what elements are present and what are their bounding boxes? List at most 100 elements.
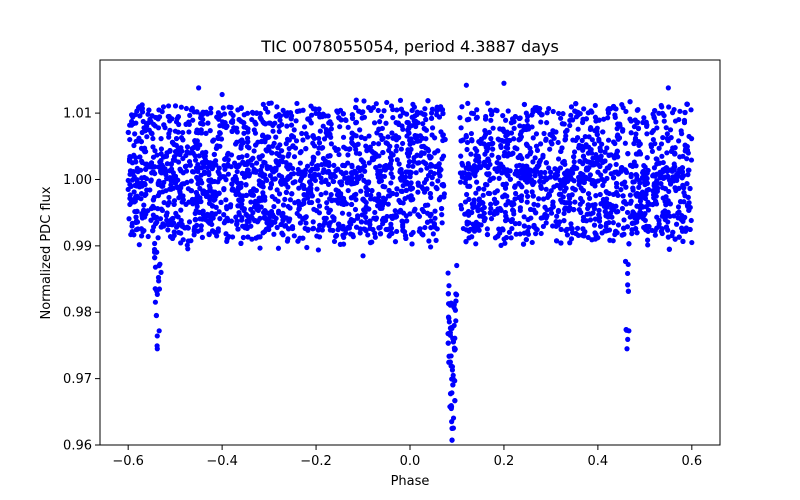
data-point (349, 140, 356, 147)
data-point (154, 249, 160, 255)
data-point (445, 301, 452, 307)
data-point (419, 135, 426, 141)
data-point (477, 213, 483, 219)
data-point (679, 165, 686, 171)
data-point (131, 189, 137, 195)
data-point (658, 181, 664, 187)
data-point (538, 119, 544, 125)
data-point (625, 282, 631, 288)
data-point (677, 199, 684, 205)
data-point (249, 236, 255, 242)
data-point (558, 148, 564, 155)
data-point (331, 217, 337, 223)
data-point (410, 163, 416, 169)
data-point (615, 208, 621, 215)
data-point (210, 215, 216, 221)
data-point (320, 145, 326, 151)
data-point (438, 205, 445, 212)
data-point (654, 178, 660, 184)
data-point (288, 171, 294, 177)
data-point (303, 220, 309, 226)
data-point (267, 173, 273, 179)
data-point (667, 127, 674, 133)
data-point (636, 184, 642, 190)
data-point (262, 160, 268, 166)
data-point (264, 165, 270, 172)
data-point (171, 201, 177, 207)
data-point (180, 137, 186, 143)
data-point (229, 187, 235, 193)
data-point (153, 312, 159, 319)
data-point (543, 137, 549, 143)
data-point (179, 199, 185, 205)
data-point (574, 135, 581, 141)
data-point (272, 196, 278, 202)
data-point (175, 151, 181, 157)
data-point (561, 210, 567, 217)
data-point (458, 153, 464, 159)
data-point (627, 162, 634, 168)
data-point (215, 135, 221, 142)
data-point (305, 195, 311, 201)
data-point (131, 142, 137, 149)
data-point (177, 183, 184, 190)
data-point (248, 189, 254, 195)
data-point (340, 134, 347, 140)
data-point (523, 110, 529, 116)
data-point (201, 153, 207, 160)
data-point (187, 112, 193, 118)
data-point (480, 192, 486, 198)
data-point (500, 113, 506, 119)
data-point (291, 233, 297, 239)
data-point (592, 216, 598, 222)
data-point (388, 180, 394, 186)
data-point (475, 208, 481, 214)
data-point (500, 227, 506, 233)
data-point (407, 141, 413, 147)
data-point (293, 118, 299, 124)
data-point (335, 200, 341, 206)
data-point (651, 165, 658, 171)
data-point (396, 161, 402, 167)
data-point (165, 103, 172, 109)
data-point (252, 119, 258, 125)
data-point (173, 142, 179, 148)
data-point (500, 164, 506, 170)
data-point (670, 178, 677, 184)
data-point (190, 117, 196, 123)
x-tick-label: 0.6 (681, 454, 702, 469)
data-point (621, 231, 627, 237)
data-point (128, 112, 135, 118)
data-point (316, 140, 323, 146)
data-point (241, 174, 248, 180)
data-point (621, 217, 627, 223)
data-point (556, 110, 562, 117)
data-point (478, 136, 484, 142)
data-point (482, 215, 488, 222)
data-point (553, 238, 560, 244)
data-point (550, 199, 556, 205)
data-point (680, 238, 686, 244)
data-point (323, 215, 329, 221)
data-point (191, 232, 197, 238)
data-point (403, 111, 410, 117)
data-point (623, 167, 629, 174)
data-point (257, 115, 263, 121)
data-point (463, 134, 469, 140)
data-point (625, 270, 631, 277)
data-point (536, 159, 542, 166)
data-point (518, 134, 524, 140)
data-point (606, 219, 612, 226)
data-point (363, 143, 369, 149)
data-point (550, 223, 556, 229)
data-point (158, 170, 165, 176)
data-point (571, 154, 577, 160)
data-point (145, 111, 151, 117)
data-point (645, 237, 651, 243)
data-point (345, 124, 351, 130)
data-point (589, 137, 595, 143)
data-point (388, 213, 394, 220)
data-point (397, 167, 403, 173)
data-point (502, 185, 509, 191)
